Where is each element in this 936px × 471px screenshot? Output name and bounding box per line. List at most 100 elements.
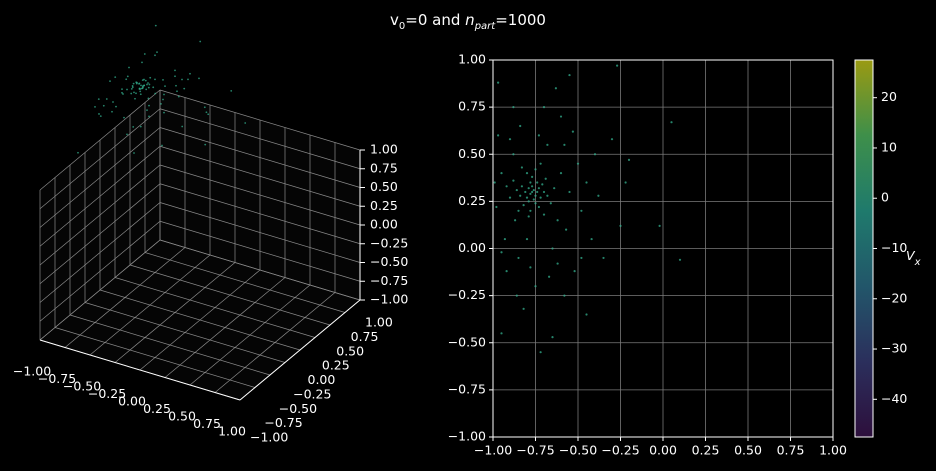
point-3d	[143, 53, 146, 55]
point	[585, 313, 588, 316]
point	[573, 270, 576, 273]
point	[616, 64, 619, 67]
point	[500, 251, 503, 254]
point-3d	[162, 78, 164, 81]
point	[493, 181, 496, 184]
point	[542, 213, 546, 216]
point	[529, 181, 532, 184]
point-3d	[130, 88, 133, 90]
point	[527, 187, 530, 190]
y-tick-label: 0.50	[458, 146, 486, 161]
z-tick-label: 0.75	[370, 160, 398, 175]
colorbar-label-part: V	[906, 248, 916, 263]
y-tick-label: −0.75	[448, 381, 486, 396]
point	[536, 181, 539, 184]
point-3d	[134, 97, 136, 100]
y-tick-label: −0.75	[264, 415, 302, 430]
point	[495, 205, 498, 209]
grid-line	[39, 108, 161, 210]
point	[520, 185, 524, 188]
point-3d	[154, 54, 156, 57]
point	[563, 294, 566, 297]
point-3d	[138, 88, 141, 90]
point	[549, 202, 552, 205]
point	[539, 351, 542, 354]
point	[563, 143, 566, 146]
z-tick-label: 0.00	[370, 217, 398, 232]
y-tick-label: −0.25	[448, 287, 486, 302]
grid-line	[54, 327, 256, 388]
title-part: =1000	[495, 11, 546, 29]
x-tick-label: 0.50	[734, 443, 762, 458]
point-3d	[244, 122, 247, 124]
point-3d	[139, 125, 142, 128]
point	[512, 153, 515, 156]
title-part: v	[390, 11, 399, 29]
point	[534, 285, 537, 288]
point	[534, 202, 537, 205]
point-3d	[181, 125, 184, 128]
point-3d	[149, 76, 152, 79]
point	[542, 106, 546, 109]
point-3d	[199, 40, 202, 43]
colorbar-tick-label: −30	[881, 341, 907, 356]
point-3d	[135, 92, 137, 95]
y-tick-label: 0.50	[336, 343, 364, 358]
colorbar-tick-label: 0	[881, 190, 889, 205]
grid-line	[144, 252, 346, 313]
point	[529, 192, 532, 195]
point-3d	[146, 109, 148, 112]
colorbar-tick-label: 20	[881, 89, 897, 104]
point-3d	[204, 143, 207, 146]
point	[593, 153, 597, 156]
point-3d	[121, 91, 123, 94]
point	[624, 181, 627, 184]
x-tick-label: 0.00	[649, 443, 677, 458]
x-tick-label: −1.00	[13, 364, 51, 379]
x-tick-label: −0.50	[559, 443, 597, 458]
point	[542, 190, 546, 194]
x-tick-label: −0.25	[601, 443, 639, 458]
z-tick-label: −0.25	[370, 235, 408, 250]
point	[519, 194, 522, 197]
point	[524, 190, 527, 194]
point	[590, 237, 593, 241]
point	[546, 194, 549, 197]
point-3d	[99, 115, 102, 118]
y-tick-label: −0.50	[448, 334, 486, 349]
point	[658, 224, 661, 227]
axes-frame	[492, 59, 834, 438]
point	[500, 332, 503, 335]
point-3d	[105, 98, 108, 100]
point-3d	[163, 93, 165, 96]
point	[670, 121, 673, 124]
title-part: part	[474, 21, 497, 32]
grid-line	[159, 127, 361, 188]
point-3d	[152, 86, 155, 89]
point	[610, 138, 614, 141]
x-tick-label: 0.25	[692, 443, 720, 458]
point	[505, 185, 508, 188]
x-tick-label: 0.00	[118, 394, 146, 409]
colorbar-label-part: x	[914, 257, 921, 268]
point	[619, 224, 622, 227]
y-tick-label: 1.00	[458, 52, 486, 67]
point	[531, 190, 534, 194]
point	[519, 124, 522, 128]
point	[539, 196, 542, 199]
grid-line	[39, 89, 161, 191]
point-3d	[125, 78, 128, 81]
z-tick-label: −1.00	[370, 292, 408, 307]
y-tick-label: 0.75	[351, 329, 379, 344]
grid-line	[39, 164, 161, 266]
point	[525, 237, 529, 241]
point	[517, 256, 520, 260]
point	[497, 134, 500, 137]
point-3d	[175, 84, 177, 87]
grid-line	[39, 239, 161, 341]
grid-line	[114, 277, 316, 338]
point-3d	[131, 86, 134, 89]
colorbar	[854, 59, 874, 438]
point	[514, 219, 517, 222]
point-3d	[181, 78, 183, 81]
